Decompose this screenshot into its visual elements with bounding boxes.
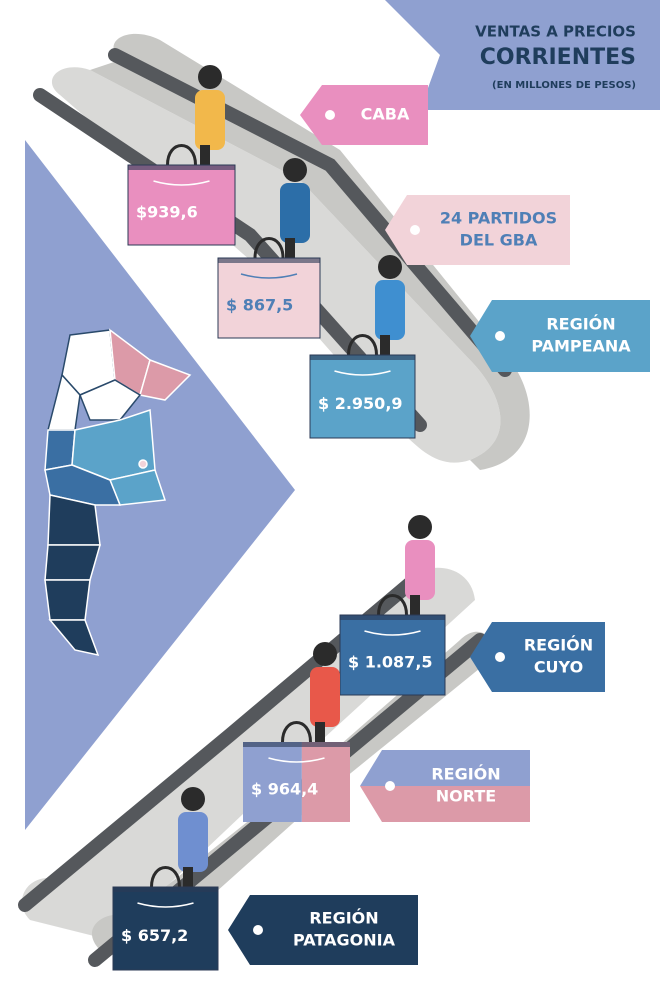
tag-dot: [385, 781, 395, 791]
region-value: $ 2.950,9: [318, 394, 403, 413]
region-label: REGIÓN: [309, 909, 378, 928]
bag-top: [128, 165, 235, 170]
person-head: [408, 515, 432, 539]
region-label: CABA: [361, 105, 410, 124]
region-label: PAMPEANA: [531, 337, 631, 356]
person-body: [178, 812, 208, 872]
bag-top: [113, 887, 218, 892]
tag-dot: [253, 925, 263, 935]
region-label: 24 PARTIDOS: [440, 209, 557, 228]
infographic: VENTAS A PRECIOS CORRIENTES (EN MILLONES…: [0, 0, 660, 989]
person-body: [405, 540, 435, 600]
region-label: DEL GBA: [460, 231, 538, 250]
tag-dot: [325, 110, 335, 120]
person-head: [313, 642, 337, 666]
region-value: $ 1.087,5: [348, 653, 433, 672]
bag-top: [340, 615, 445, 620]
person-body: [375, 280, 405, 340]
region-label: REGIÓN: [546, 315, 615, 334]
region-label: REGIÓN: [524, 636, 593, 655]
region-value: $939,6: [136, 203, 198, 222]
person-head: [198, 65, 222, 89]
bag-top: [310, 355, 415, 360]
region-label: PATAGONIA: [293, 931, 396, 950]
header-line: CORRIENTES: [480, 45, 636, 70]
person-head: [378, 255, 402, 279]
person-body: [310, 667, 340, 727]
region-label: REGIÓN: [431, 765, 500, 784]
tag-dot: [495, 331, 505, 341]
person-head: [283, 158, 307, 182]
region-label: NORTE: [436, 787, 496, 806]
tag-dot: [410, 225, 420, 235]
person-body: [195, 90, 225, 150]
person-body: [280, 183, 310, 243]
region-label: CUYO: [534, 658, 583, 677]
tag-dot: [495, 652, 505, 662]
bag-top: [218, 258, 320, 263]
person-head: [181, 787, 205, 811]
header-line: VENTAS A PRECIOS: [475, 23, 636, 41]
region-value: $ 964,4: [251, 780, 318, 799]
header-line: (EN MILLONES DE PESOS): [492, 80, 636, 91]
bag-top: [243, 742, 350, 747]
region-value: $ 657,2: [121, 926, 188, 945]
region-value: $ 867,5: [226, 296, 293, 315]
